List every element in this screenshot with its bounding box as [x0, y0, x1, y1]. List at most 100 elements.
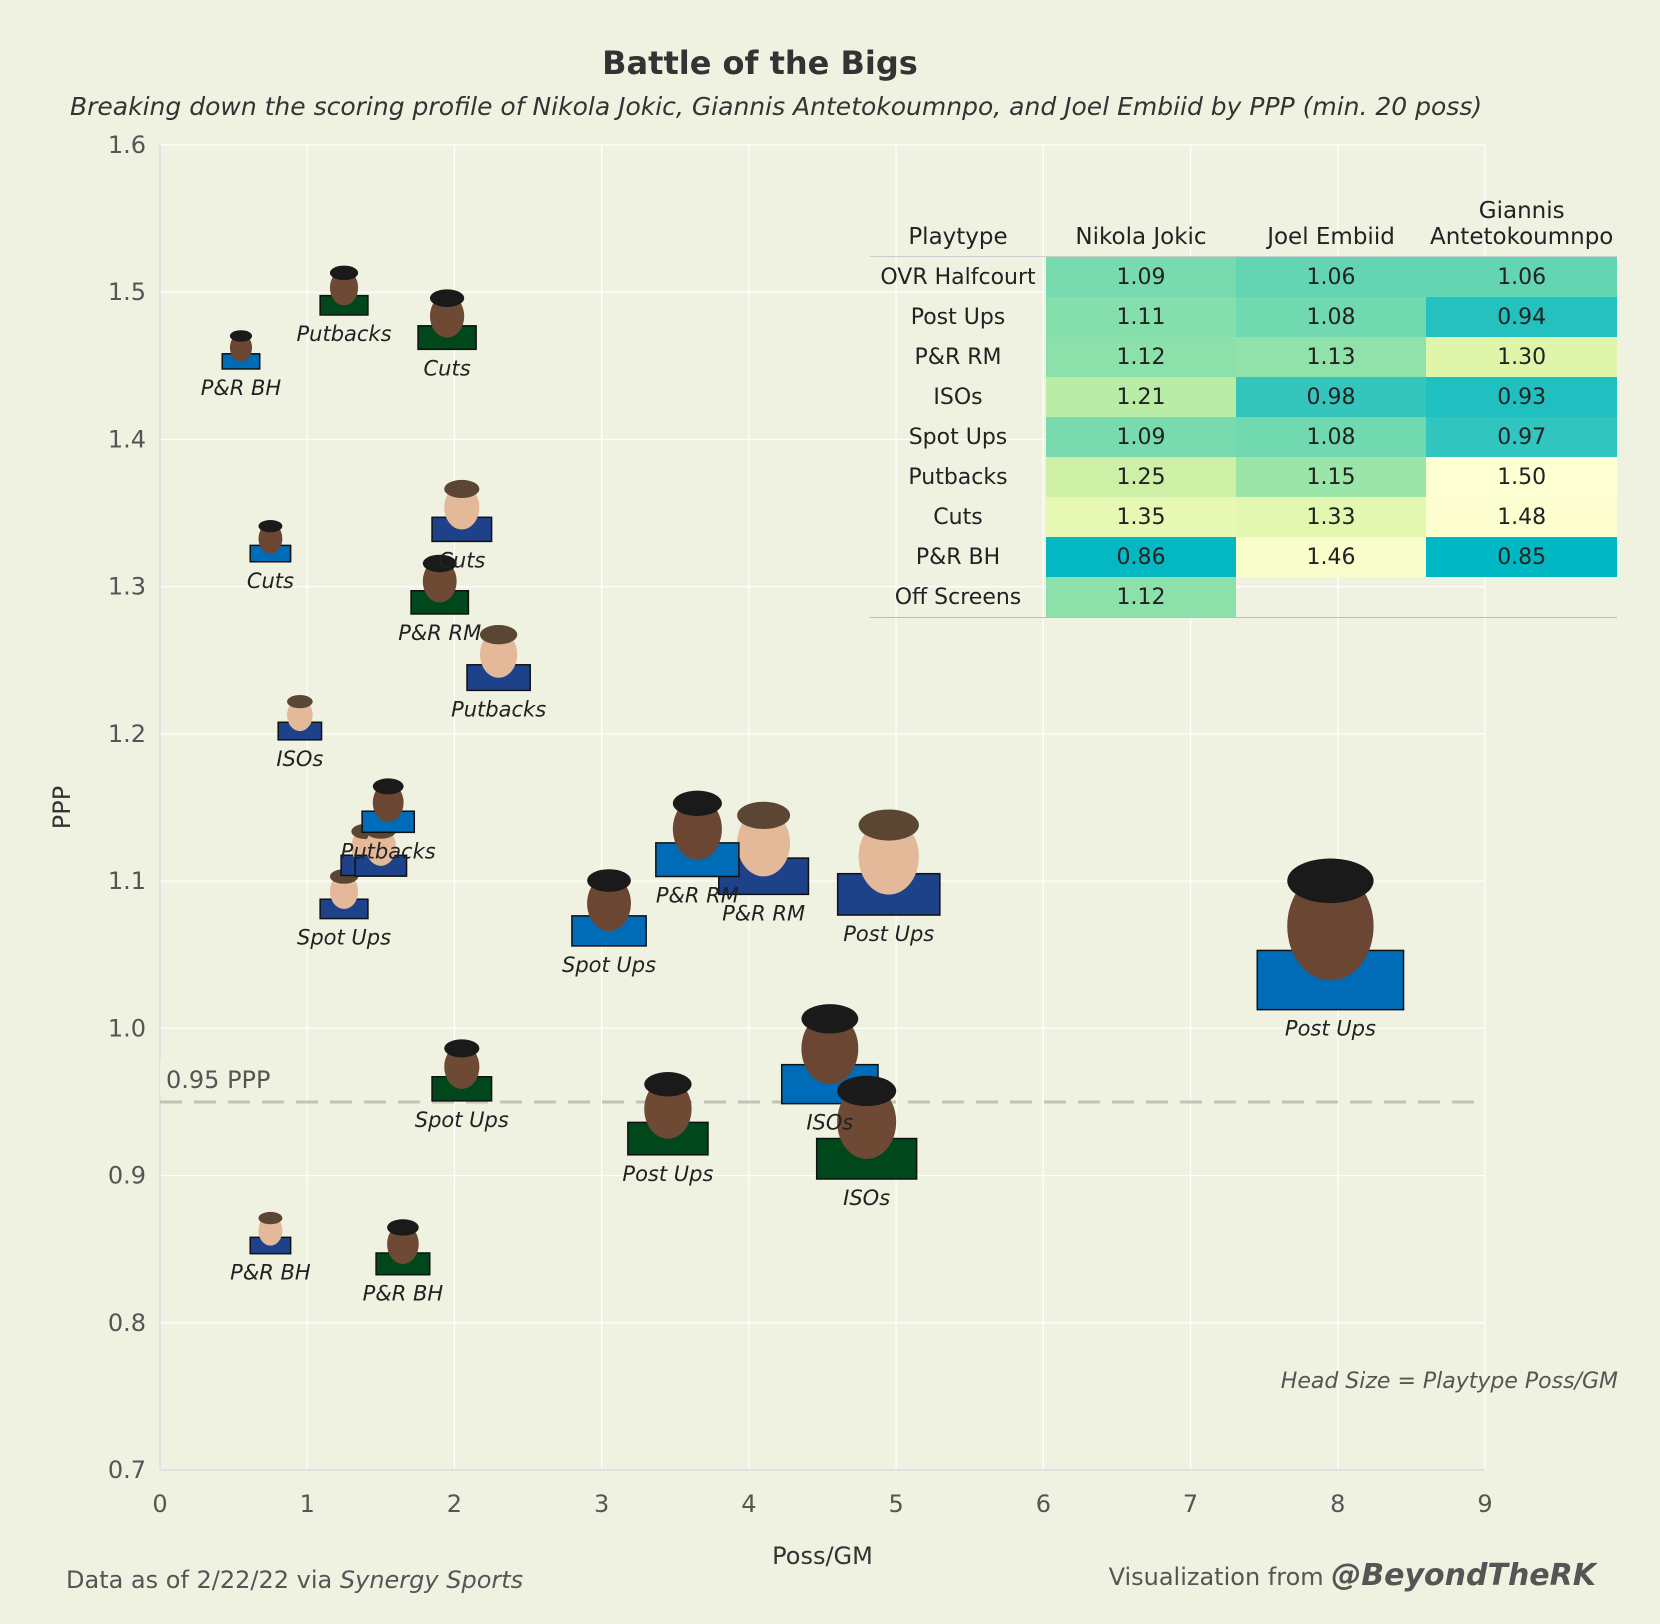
table-row: P&R RM 1.12 1.13 1.30 — [870, 337, 1618, 377]
hair-marker — [429, 289, 465, 308]
hair-marker — [372, 778, 404, 795]
footer-left-source: Synergy Sports — [339, 1566, 524, 1594]
point-label: Post Ups — [1285, 1017, 1376, 1041]
point-label: Cuts — [424, 356, 471, 380]
footer-left-prefix: Data as of 2/22/22 via — [66, 1566, 340, 1594]
y-tick-label: 1.3 — [108, 573, 146, 601]
x-tick-label: 2 — [447, 1490, 462, 1518]
chart-subtitle: Breaking down the scoring profile of Nik… — [70, 92, 1483, 121]
point-label: P&R BH — [363, 1282, 444, 1306]
reference-line-label: 0.95 PPP — [166, 1066, 270, 1094]
point-label: Putbacks — [341, 839, 436, 863]
table-cell-value: 1.12 — [1046, 577, 1236, 618]
hair-marker — [422, 554, 457, 573]
table-cell-value: 1.21 — [1046, 377, 1236, 417]
x-axis-title: Poss/GM — [772, 1542, 873, 1570]
table-cell-value: 1.33 — [1236, 497, 1426, 537]
table-cell-playtype: Putbacks — [908, 464, 1008, 490]
hair-marker — [329, 265, 359, 281]
table-row: Post Ups 1.11 1.08 0.94 — [870, 297, 1618, 337]
data-source-note: Data as of 2/22/22 via Synergy Sports — [66, 1566, 523, 1594]
table-cell-value: 0.94 — [1426, 297, 1618, 337]
hair-marker — [858, 809, 919, 841]
table-cell-value: 0.86 — [1046, 537, 1236, 577]
table-cell-playtype: Post Ups — [910, 304, 1006, 330]
point-label: P&R RM — [398, 621, 481, 645]
y-tick-label: 1.5 — [108, 278, 146, 306]
table-row: OVR Halfcourt 1.09 1.06 1.06 — [870, 256, 1618, 297]
x-tick-label: 5 — [888, 1490, 903, 1518]
point-label: Spot Ups — [415, 1108, 509, 1132]
table-cell-playtype: Spot Ups — [908, 424, 1008, 450]
hair-marker — [229, 330, 253, 342]
table-cell-value: 1.13 — [1236, 337, 1426, 377]
footer-right-prefix: Visualization from — [1108, 1563, 1332, 1591]
table-cell-value: 1.11 — [1046, 297, 1236, 337]
table-cell-value: 1.25 — [1046, 457, 1236, 497]
table-cell-value: 0.98 — [1236, 377, 1426, 417]
table-cell-playtype: ISOs — [933, 384, 983, 410]
point-label: P&R RM — [722, 901, 805, 925]
hair-marker — [287, 695, 313, 709]
table-cell-playtype: Cuts — [933, 504, 983, 530]
hair-marker — [258, 1211, 283, 1225]
point-label: P&R BH — [230, 1261, 311, 1285]
table-row: Spot Ups 1.09 1.08 0.97 — [870, 417, 1618, 457]
table-cell-playtype: OVR Halfcourt — [880, 264, 1036, 290]
hair-marker — [672, 790, 722, 816]
table-row: Off Screens 1.12 — [870, 577, 1618, 618]
hair-marker — [444, 1039, 480, 1058]
table-row: P&R BH 0.86 1.46 0.85 — [870, 537, 1618, 577]
point-label: Cuts — [247, 569, 294, 593]
y-tick-label: 0.7 — [108, 1456, 146, 1484]
hair-marker — [1287, 858, 1374, 904]
y-tick-label: 1.1 — [108, 867, 146, 895]
point-label: Putbacks — [296, 322, 391, 346]
y-tick-label: 0.9 — [108, 1162, 146, 1190]
table-header-playtype: Playtype — [870, 198, 1046, 257]
y-axis-title: PPP — [48, 786, 76, 829]
hair-marker — [801, 1004, 859, 1034]
table-header-jokic: Nikola Jokic — [1046, 198, 1236, 257]
y-tick-label: 0.8 — [108, 1309, 146, 1337]
point-label: ISOs — [276, 747, 323, 771]
credit-note: Visualization from @BeyondTheRK — [1109, 1558, 1596, 1593]
table-cell-value: 1.06 — [1426, 256, 1618, 297]
table-cell-value: 1.30 — [1426, 337, 1618, 377]
table-cell-value: 1.09 — [1046, 417, 1236, 457]
table-cell-value: 1.35 — [1046, 497, 1236, 537]
table-cell-value: 0.85 — [1426, 537, 1618, 577]
table-row: Putbacks 1.25 1.15 1.50 — [870, 457, 1618, 497]
y-tick-label: 1.6 — [108, 131, 146, 159]
point-label: Post Ups — [622, 1162, 713, 1186]
chart-title: Battle of the Bigs — [602, 44, 918, 82]
hair-marker — [387, 1219, 419, 1236]
table-cell-value — [1426, 577, 1618, 618]
table-cell-playtype: P&R RM — [914, 344, 1002, 370]
x-tick-label: 6 — [1036, 1490, 1051, 1518]
x-tick-label: 3 — [594, 1490, 609, 1518]
point-label: Post Ups — [843, 922, 934, 946]
table-cell-value: 0.97 — [1426, 417, 1618, 457]
table-header-giannis: Giannis Antetokoumnpo — [1426, 198, 1618, 257]
point-label: Putbacks — [451, 697, 546, 721]
x-tick-label: 4 — [741, 1490, 756, 1518]
table-cell-value — [1236, 577, 1426, 618]
hair-marker — [644, 1072, 692, 1097]
point-label: ISOs — [843, 1186, 890, 1210]
table-cell-value: 1.46 — [1236, 537, 1426, 577]
table-cell-playtype: P&R BH — [915, 544, 1001, 570]
hair-marker — [587, 869, 631, 892]
table-cell-value: 1.08 — [1236, 417, 1426, 457]
y-tick-label: 1.2 — [108, 720, 146, 748]
y-tick-label: 1.0 — [108, 1014, 146, 1042]
x-tick-label: 8 — [1330, 1490, 1345, 1518]
x-tick-label: 9 — [1477, 1490, 1492, 1518]
table-cell-value: 1.50 — [1426, 457, 1618, 497]
hair-marker — [737, 801, 791, 830]
table-row: Cuts 1.35 1.33 1.48 — [870, 497, 1618, 537]
table-cell-value: 1.06 — [1236, 256, 1426, 297]
point-label: P&R BH — [201, 376, 282, 400]
table-cell-value: 1.12 — [1046, 337, 1236, 377]
